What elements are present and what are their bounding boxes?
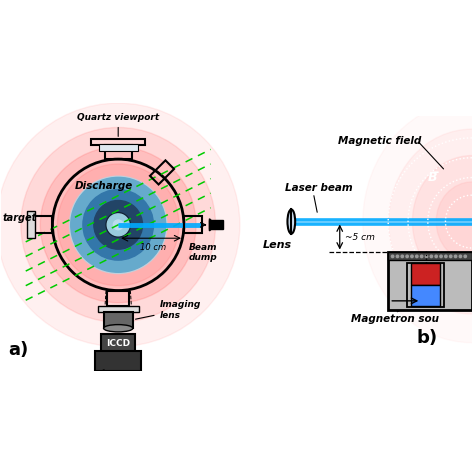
- Circle shape: [435, 255, 438, 257]
- Bar: [388, 253, 472, 260]
- Circle shape: [420, 255, 423, 257]
- Ellipse shape: [57, 164, 179, 286]
- Bar: [184, 216, 202, 233]
- Text: ~5 cm: ~5 cm: [345, 233, 375, 241]
- Bar: [91, 139, 145, 145]
- Bar: [99, 144, 137, 151]
- Bar: [27, 211, 35, 238]
- Circle shape: [425, 255, 428, 257]
- Text: Discharge: Discharge: [74, 181, 133, 191]
- Circle shape: [106, 213, 130, 237]
- Bar: [34, 216, 53, 233]
- Bar: [95, 351, 141, 371]
- Ellipse shape: [0, 103, 240, 346]
- Text: ICCD: ICCD: [106, 339, 130, 348]
- Text: Magnetron sou: Magnetron sou: [351, 314, 439, 324]
- Text: Laser beam: Laser beam: [285, 183, 352, 193]
- Circle shape: [406, 255, 408, 257]
- Circle shape: [455, 255, 457, 257]
- Text: Lens: Lens: [263, 240, 292, 250]
- Bar: [150, 160, 174, 184]
- Circle shape: [464, 255, 466, 257]
- Bar: [98, 306, 139, 312]
- Text: Beam
dump: Beam dump: [189, 243, 218, 263]
- Circle shape: [449, 255, 452, 257]
- Text: Quartz viewport: Quartz viewport: [77, 113, 159, 137]
- Ellipse shape: [70, 176, 167, 273]
- Text: b): b): [417, 329, 438, 347]
- Ellipse shape: [436, 182, 474, 261]
- Bar: [210, 220, 223, 229]
- Bar: [104, 312, 133, 328]
- Ellipse shape: [40, 147, 196, 303]
- Text: 10 cm: 10 cm: [140, 243, 166, 252]
- Circle shape: [396, 255, 399, 257]
- Circle shape: [445, 255, 447, 257]
- Ellipse shape: [389, 129, 474, 314]
- Bar: [388, 253, 472, 310]
- Bar: [411, 285, 440, 306]
- Circle shape: [416, 255, 418, 257]
- Circle shape: [411, 255, 413, 257]
- Circle shape: [459, 255, 462, 257]
- Circle shape: [94, 201, 143, 249]
- Polygon shape: [210, 219, 216, 231]
- Circle shape: [392, 255, 394, 257]
- Bar: [105, 145, 132, 159]
- Circle shape: [401, 255, 403, 257]
- Text: Magnetic field: Magnetic field: [338, 136, 421, 146]
- Bar: [101, 334, 135, 353]
- Ellipse shape: [363, 100, 474, 343]
- Ellipse shape: [104, 325, 133, 332]
- Bar: [411, 264, 440, 285]
- Bar: [407, 264, 444, 308]
- Circle shape: [113, 220, 123, 230]
- Text: a): a): [9, 341, 29, 359]
- Circle shape: [440, 255, 442, 257]
- Text: target: target: [2, 212, 37, 222]
- Text: Imaging
lens: Imaging lens: [136, 301, 201, 319]
- Ellipse shape: [412, 155, 474, 288]
- Circle shape: [107, 214, 129, 236]
- Circle shape: [71, 177, 165, 272]
- Ellipse shape: [287, 210, 295, 234]
- Text: B̅: B̅: [428, 171, 437, 184]
- Bar: [107, 291, 129, 306]
- Ellipse shape: [21, 128, 216, 322]
- Circle shape: [430, 255, 433, 257]
- Circle shape: [83, 190, 154, 260]
